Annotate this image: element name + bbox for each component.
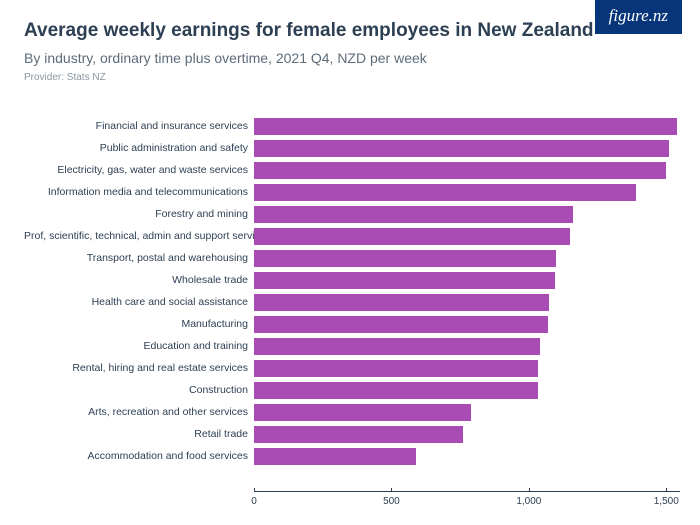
bar-row: Transport, postal and warehousing: [24, 247, 680, 269]
bar: [254, 448, 416, 465]
bar-chart: Financial and insurance services Public a…: [24, 115, 680, 490]
bar-area: [254, 269, 680, 291]
axis-tick-label: 1,500: [654, 496, 679, 507]
bar: [254, 228, 570, 245]
bar-row: Accommodation and food services: [24, 445, 680, 467]
axis-tick: [666, 488, 667, 492]
bar: [254, 184, 636, 201]
bar: [254, 316, 548, 333]
bar-area: [254, 291, 680, 313]
category-label: Forestry and mining: [24, 208, 254, 220]
category-label: Financial and insurance services: [24, 120, 254, 132]
bar-area: [254, 357, 680, 379]
bar-row: Manufacturing: [24, 313, 680, 335]
bar: [254, 404, 471, 421]
bar-area: [254, 379, 680, 401]
category-label: Manufacturing: [24, 318, 254, 330]
category-label: Rental, hiring and real estate services: [24, 362, 254, 374]
logo-badge: figure.nz: [595, 0, 682, 34]
category-label: Education and training: [24, 340, 254, 352]
bar-row: Health care and social assistance: [24, 291, 680, 313]
bar-row: Rental, hiring and real estate services: [24, 357, 680, 379]
bar: [254, 360, 538, 377]
category-label: Wholesale trade: [24, 274, 254, 286]
bar-row: Financial and insurance services: [24, 115, 680, 137]
bar-area: [254, 181, 680, 203]
chart-title: Average weekly earnings for female emplo…: [24, 20, 676, 42]
bar: [254, 118, 677, 135]
category-label: Public administration and safety: [24, 142, 254, 154]
bar-area: [254, 335, 680, 357]
category-label: Accommodation and food services: [24, 450, 254, 462]
bar-row: Construction: [24, 379, 680, 401]
bar-area: [254, 115, 680, 137]
axis-tick-label: 500: [383, 496, 400, 507]
category-label: Arts, recreation and other services: [24, 406, 254, 418]
category-label: Construction: [24, 384, 254, 396]
category-label: Prof, scientific, technical, admin and s…: [24, 230, 254, 242]
bar-area: [254, 445, 680, 467]
category-label: Electricity, gas, water and waste servic…: [24, 164, 254, 176]
bar-row: Arts, recreation and other services: [24, 401, 680, 423]
bar-area: [254, 225, 680, 247]
category-label: Health care and social assistance: [24, 296, 254, 308]
bar-area: [254, 247, 680, 269]
bar-row: Education and training: [24, 335, 680, 357]
bar-row: Electricity, gas, water and waste servic…: [24, 159, 680, 181]
axis-tick: [529, 488, 530, 492]
category-label: Transport, postal and warehousing: [24, 252, 254, 264]
bar-area: [254, 423, 680, 445]
bar: [254, 206, 573, 223]
bar: [254, 162, 666, 179]
bar-row: Information media and telecommunications: [24, 181, 680, 203]
bar-area: [254, 137, 680, 159]
bar-row: Prof, scientific, technical, admin and s…: [24, 225, 680, 247]
bar-row: Retail trade: [24, 423, 680, 445]
bar: [254, 294, 549, 311]
bar-area: [254, 313, 680, 335]
axis-tick: [391, 488, 392, 492]
bar-row: Wholesale trade: [24, 269, 680, 291]
bar: [254, 426, 463, 443]
axis-tick: [254, 488, 255, 492]
bar-area: [254, 203, 680, 225]
bar-row: Public administration and safety: [24, 137, 680, 159]
bar: [254, 250, 556, 267]
bar: [254, 140, 669, 157]
bar-row: Forestry and mining: [24, 203, 680, 225]
bar: [254, 382, 538, 399]
bar: [254, 338, 540, 355]
bar-area: [254, 401, 680, 423]
chart-provider: Provider: Stats NZ: [24, 72, 676, 83]
category-label: Retail trade: [24, 428, 254, 440]
chart-subtitle: By industry, ordinary time plus overtime…: [24, 50, 676, 66]
category-label: Information media and telecommunications: [24, 186, 254, 198]
bar-area: [254, 159, 680, 181]
axis-tick-label: 0: [251, 496, 257, 507]
x-axis: 0 500 1,000 1,500: [254, 491, 680, 511]
bar: [254, 272, 555, 289]
axis-tick-label: 1,000: [516, 496, 541, 507]
